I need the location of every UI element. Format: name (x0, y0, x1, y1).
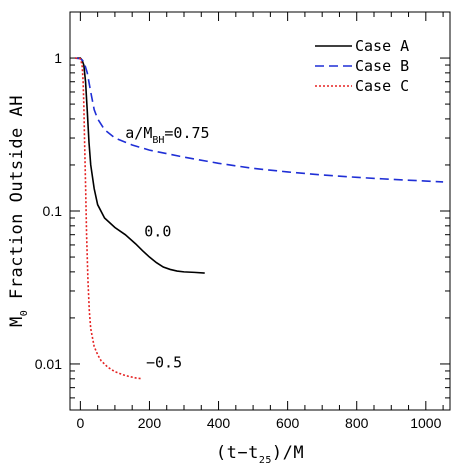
y-tick-label: 0.01 (35, 356, 62, 372)
x-tick-label: 0 (76, 415, 84, 431)
axis-ticks (70, 11, 450, 411)
y-tick-label: 0.1 (43, 203, 63, 219)
annotation-case-a: 0.0 (144, 223, 171, 241)
y-tick-label: 1 (54, 50, 62, 66)
x-tick-label: 400 (207, 415, 231, 431)
legend-label: Case C (355, 77, 409, 95)
axis-tick-labels: 0 200 400 600 800 1000 1 0.1 0.01 (35, 50, 442, 431)
series-line-case-a (76, 57, 205, 274)
legend: Case A Case B Case C (315, 37, 409, 95)
x-tick-label: 800 (345, 415, 369, 431)
x-tick-label: 200 (138, 415, 162, 431)
legend-label: Case B (355, 57, 409, 75)
x-tick-label: 600 (276, 415, 300, 431)
x-tick-label: 1000 (410, 415, 441, 431)
series-line-case-c (75, 57, 143, 380)
y-axis-title: M0 Fraction Outside AH (7, 95, 30, 327)
series-lines (75, 57, 444, 380)
x-axis-title: (t−t25)/M (216, 443, 304, 466)
annotations: 0.0 a/MBH=0.75 −0.5 (125, 124, 209, 371)
legend-label: Case A (355, 37, 409, 55)
annotation-case-c: −0.5 (146, 353, 182, 371)
annotation-case-b: a/MBH=0.75 (125, 124, 209, 146)
